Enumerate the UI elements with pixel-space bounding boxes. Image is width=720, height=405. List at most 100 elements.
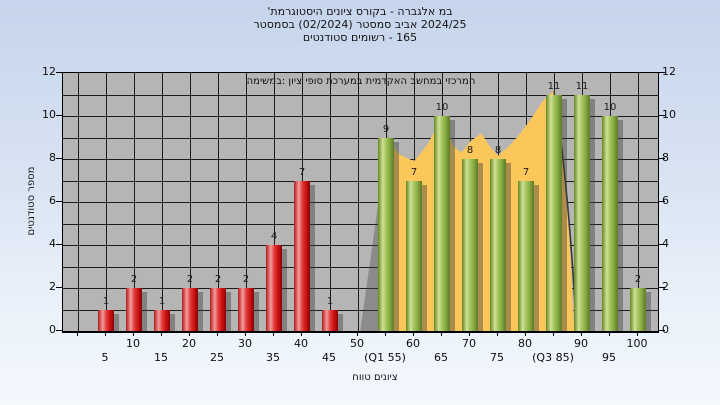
bar-value-label: 2 bbox=[130, 274, 138, 285]
bar-value-label: 10 bbox=[603, 102, 617, 113]
y-tick-mark bbox=[659, 72, 665, 73]
y-tick-mark bbox=[56, 72, 62, 73]
bar-value-label: 2 bbox=[186, 274, 194, 285]
horizontal-gridline bbox=[63, 245, 658, 246]
bar-value-label: 11 bbox=[575, 80, 589, 92]
horizontal-gridline bbox=[63, 94, 658, 96]
x-tick-mark bbox=[133, 332, 134, 336]
y-tick-label-right: 6 bbox=[662, 194, 669, 207]
area-overlay-svg bbox=[360, 90, 577, 331]
assignment-annotation: במשימה:‎ ציון‎ סופי‎ במערכת‎ האקדמית‎ במ… bbox=[246, 76, 476, 87]
y-tick-label-right: 4 bbox=[662, 237, 669, 250]
bar-value-label: 9 bbox=[382, 123, 390, 135]
y-tick-mark bbox=[56, 115, 62, 116]
x-tick-mark bbox=[161, 332, 162, 336]
y-tick-label-right: 0 bbox=[662, 323, 669, 336]
x-tick-mark bbox=[497, 332, 498, 336]
x-tick-mark bbox=[273, 332, 274, 336]
bar-value-label: 2 bbox=[634, 274, 642, 285]
x-tick-mark bbox=[77, 332, 78, 336]
bar-value-label: 1 bbox=[326, 295, 334, 307]
bar-grades-50-and-above-90 bbox=[574, 94, 590, 331]
x-tick-mark bbox=[105, 332, 106, 336]
bar-grades-50-and-above-85 bbox=[546, 94, 562, 331]
x-tick-mark bbox=[525, 332, 526, 336]
bar-grades-below-50-5 bbox=[98, 309, 114, 331]
y-tick-label-left: 6 bbox=[49, 194, 56, 207]
x-tick-label: 15 bbox=[154, 351, 168, 364]
horizontal-gridline bbox=[63, 266, 658, 268]
bar-grades-below-50-45 bbox=[322, 309, 338, 331]
bar-value-label: 4 bbox=[270, 231, 278, 242]
x-tick-mark bbox=[413, 332, 414, 336]
y-tick-mark bbox=[659, 201, 665, 202]
bar-grades-50-and-above-80 bbox=[518, 180, 534, 331]
chart-title-line2: בסמסטר‎ (02/2024) סמסטר‎ אביב‎ 2024/25 bbox=[253, 18, 467, 31]
x-tick-label: 100 bbox=[626, 337, 648, 350]
bar-grades-below-50-10 bbox=[126, 288, 142, 331]
y-tick-label-left: 12 bbox=[42, 65, 56, 78]
bar-value-label: 10 bbox=[435, 102, 449, 113]
bar-value-label: 2 bbox=[242, 274, 250, 285]
x-tick-mark bbox=[357, 332, 358, 336]
bar-value-label: 2 bbox=[214, 274, 222, 285]
bar-value-label: 1 bbox=[158, 295, 166, 307]
bar-grades-below-50-40 bbox=[294, 180, 310, 331]
x-tick-mark bbox=[553, 332, 554, 336]
x-tick-label: 20 bbox=[182, 337, 196, 350]
x-tick-label: 10 bbox=[126, 337, 140, 350]
x-tick-label: (Q3 85) bbox=[532, 351, 574, 364]
y-tick-label-right: 2 bbox=[662, 280, 669, 293]
horizontal-gridline bbox=[63, 223, 658, 225]
x-tick-label: 50 bbox=[350, 337, 364, 350]
y-tick-label-left: 0 bbox=[49, 323, 56, 336]
chart-title-line3: סטודנטים‎ רשומים‎ - 165 bbox=[302, 31, 418, 44]
bar-grades-50-and-above-75 bbox=[490, 159, 506, 331]
x-tick-label: 75 bbox=[490, 351, 504, 364]
x-tick-label: 90 bbox=[574, 337, 588, 350]
horizontal-gridline bbox=[63, 159, 658, 160]
x-tick-label: (Q1 55) bbox=[364, 351, 406, 364]
x-tick-label: 35 bbox=[266, 351, 280, 364]
bar-grades-50-and-above-55 bbox=[378, 137, 394, 331]
y-tick-label-left: 2 bbox=[49, 280, 56, 293]
bar-grades-50-and-above-100 bbox=[630, 288, 646, 331]
bar-grades-below-50-35 bbox=[266, 245, 282, 331]
bar-grades-50-and-above-65 bbox=[434, 116, 450, 331]
bar-value-label: 7 bbox=[522, 166, 530, 178]
y-tick-label-left: 10 bbox=[42, 108, 56, 121]
x-tick-label: 60 bbox=[406, 337, 420, 350]
bar-grades-50-and-above-60 bbox=[406, 180, 422, 331]
y-tick-mark bbox=[659, 330, 665, 331]
y-tick-label-right: 12 bbox=[662, 65, 676, 78]
bar-grades-below-50-30 bbox=[238, 288, 254, 331]
x-tick-mark bbox=[581, 332, 582, 336]
x-tick-label: 25 bbox=[210, 351, 224, 364]
plot-area: במשימה:‎ ציון‎ סופי‎ במערכת‎ האקדמית‎ במ… bbox=[62, 72, 659, 333]
y-tick-label-left: 4 bbox=[49, 237, 56, 250]
y-tick-mark bbox=[659, 287, 665, 288]
horizontal-gridline bbox=[63, 137, 658, 139]
bar-value-label: 7 bbox=[410, 166, 418, 178]
chart-title-block: 'היסטוגרמת‎ ציונים‎ בקורס‎ - אלגברה‎ במ‎… bbox=[0, 5, 720, 44]
y-tick-label-right: 10 bbox=[662, 108, 676, 121]
bar-value-label: 8 bbox=[466, 145, 474, 156]
x-tick-mark bbox=[245, 332, 246, 336]
x-tick-mark bbox=[189, 332, 190, 336]
x-tick-mark bbox=[329, 332, 330, 336]
x-tick-mark bbox=[441, 332, 442, 336]
chart-title-line1: 'היסטוגרמת‎ ציונים‎ בקורס‎ - אלגברה‎ במ‎ bbox=[267, 5, 453, 18]
bar-value-label: 11 bbox=[547, 80, 561, 92]
x-tick-mark bbox=[217, 332, 218, 336]
x-tick-mark bbox=[609, 332, 610, 336]
bar-value-label: 8 bbox=[494, 145, 502, 156]
horizontal-gridline bbox=[63, 202, 658, 203]
y-tick-label-left: 8 bbox=[49, 151, 56, 164]
x-tick-label: 5 bbox=[101, 351, 109, 364]
y-tick-mark bbox=[659, 244, 665, 245]
horizontal-gridline bbox=[63, 116, 658, 117]
x-axis-title: טווח‎ ציונים bbox=[352, 372, 398, 383]
bar-grades-50-and-above-70 bbox=[462, 159, 478, 331]
bar-value-label: 7 bbox=[298, 166, 306, 178]
x-tick-label: 45 bbox=[322, 351, 336, 364]
